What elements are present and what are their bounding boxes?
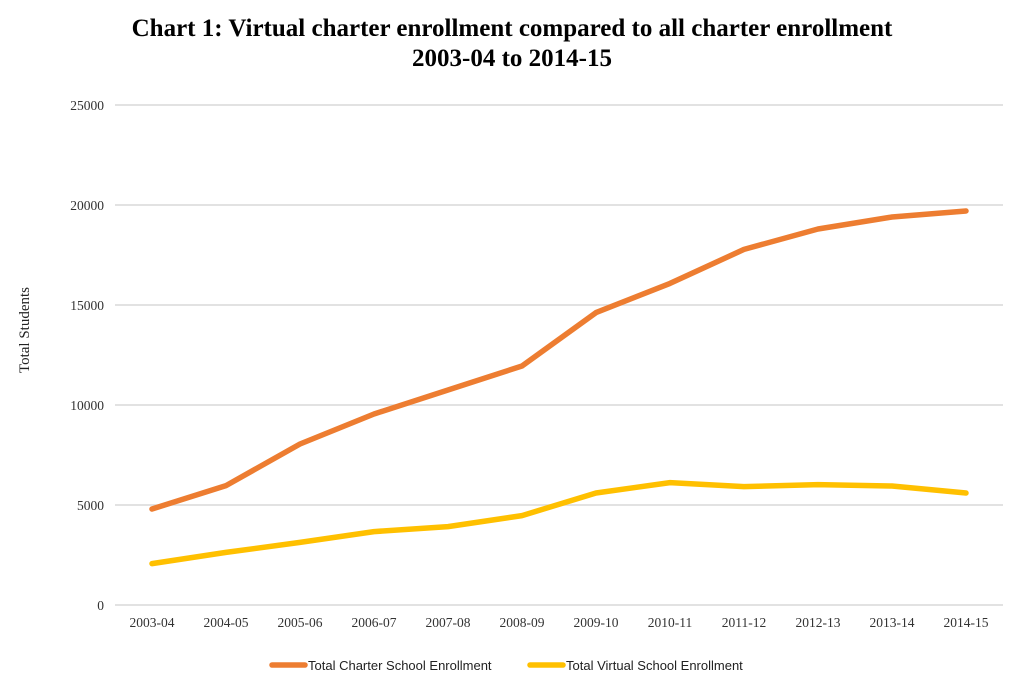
series-virtual [149, 479, 969, 567]
gridlines [115, 104, 1003, 606]
x-tick-label: 2013-14 [870, 615, 915, 630]
x-tick-label: 2006-07 [352, 615, 397, 630]
x-tick-label: 2014-15 [944, 615, 989, 630]
y-tick-label: 0 [97, 598, 104, 613]
x-tick-label: 2010-11 [648, 615, 693, 630]
legend-label: Total Virtual School Enrollment [566, 658, 743, 673]
legend-item: Total Virtual School Enrollment [527, 658, 743, 673]
legend-item: Total Charter School Enrollment [269, 658, 492, 673]
y-tick-label: 15000 [70, 298, 104, 313]
legend-label: Total Charter School Enrollment [308, 658, 492, 673]
y-tick-label: 5000 [77, 498, 104, 513]
series-line [149, 479, 969, 567]
x-tick-label: 2011-12 [722, 615, 767, 630]
legend: Total Charter School Enrollment Total Vir… [269, 658, 743, 673]
x-axis-ticks: 2003-04 2004-05 2005-06 2006-07 2007-08 2008-… [130, 615, 989, 630]
chart-title: Chart 1: Virtual charter enrollment comp… [131, 15, 893, 42]
x-tick-label: 2005-06 [278, 615, 323, 630]
x-tick-label: 2007-08 [426, 615, 471, 630]
x-tick-label: 2003-04 [130, 615, 175, 630]
series [149, 208, 969, 567]
y-tick-label: 10000 [70, 398, 104, 413]
y-tick-label: 20000 [70, 198, 104, 213]
series-charter [149, 208, 969, 512]
y-axis-title: Total Students [17, 287, 33, 373]
y-axis-ticks: 0 5000 10000 15000 20000 25000 [70, 98, 104, 613]
series-line [149, 208, 969, 512]
x-tick-label: 2009-10 [574, 615, 619, 630]
y-tick-label: 25000 [70, 98, 104, 113]
x-tick-label: 2004-05 [204, 615, 249, 630]
x-tick-label: 2008-09 [500, 615, 545, 630]
x-tick-label: 2012-13 [796, 615, 841, 630]
chart-title-block: Chart 1: Virtual charter enrollment comp… [0, 14, 1024, 74]
chart-subtitle: 2003-04 to 2014-15 [412, 45, 612, 72]
